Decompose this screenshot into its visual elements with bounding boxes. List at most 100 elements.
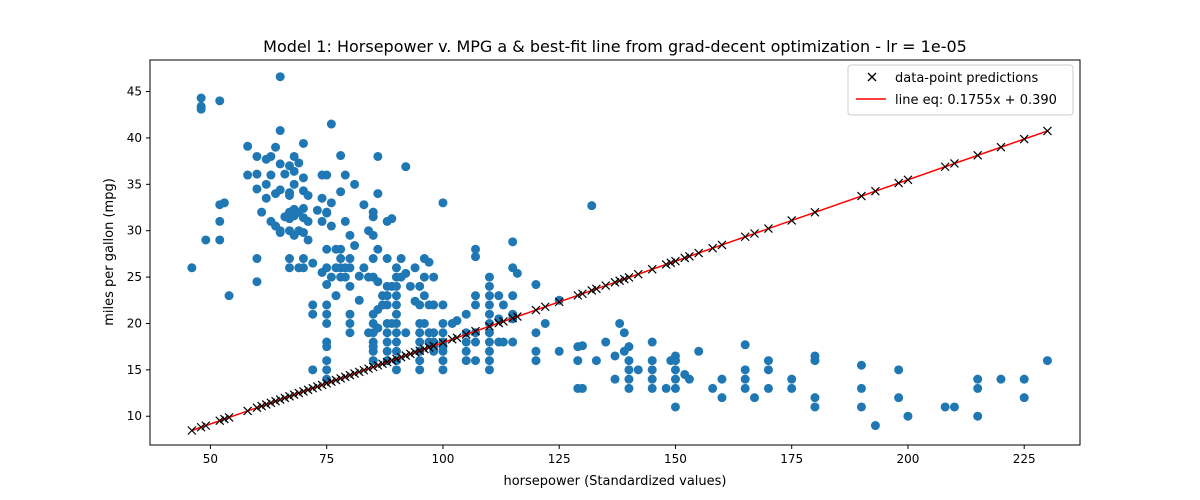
- data-point: [810, 393, 820, 403]
- data-point: [471, 244, 480, 254]
- data-point: [252, 151, 262, 161]
- prediction-marker-stroke: [438, 338, 448, 348]
- prediction-marker: [382, 357, 392, 367]
- prediction-marker: [587, 286, 597, 295]
- data-point: [275, 228, 285, 238]
- x-tick-label: 150: [664, 452, 687, 466]
- data-point: [391, 291, 401, 301]
- prediction-marker: [694, 248, 704, 258]
- data-point: [633, 365, 643, 375]
- data-point: [252, 184, 262, 194]
- prediction-marker-stroke: [345, 370, 355, 380]
- prediction-marker-stroke: [257, 401, 267, 411]
- prediction-marker: [750, 229, 759, 238]
- prediction-marker: [266, 398, 276, 408]
- data-point: [471, 300, 480, 310]
- data-point: [484, 291, 494, 301]
- data-point: [415, 328, 425, 338]
- data-point: [684, 374, 694, 384]
- data-point: [903, 411, 913, 421]
- prediction-marker-stroke: [717, 240, 727, 250]
- data-point: [531, 280, 541, 290]
- prediction-marker: [647, 264, 657, 274]
- prediction-marker-stroke: [359, 365, 369, 375]
- prediction-marker: [452, 333, 462, 343]
- prediction-marker: [508, 313, 518, 323]
- data-point: [577, 341, 587, 351]
- y-tick-label: 25: [127, 270, 142, 284]
- data-point: [1042, 356, 1052, 366]
- prediction-marker: [354, 367, 364, 377]
- prediction-marker: [740, 232, 750, 242]
- prediction-marker-stroke: [285, 391, 294, 401]
- data-point: [298, 138, 308, 148]
- data-point: [326, 198, 336, 208]
- prediction-marker-stroke: [1019, 134, 1029, 144]
- prediction-marker: [326, 377, 336, 387]
- data-point: [624, 342, 634, 352]
- prediction-marker-stroke: [410, 347, 420, 357]
- data-point: [382, 328, 392, 338]
- y-tick-label: 35: [127, 177, 142, 191]
- prediction-marker-stroke: [870, 186, 880, 196]
- prediction-marker-stroke: [591, 284, 601, 294]
- data-point: [484, 328, 494, 338]
- data-point: [484, 337, 494, 347]
- data-point: [261, 193, 271, 203]
- data-point: [298, 263, 308, 273]
- prediction-marker-stroke: [378, 359, 387, 369]
- data-point: [317, 216, 327, 226]
- data-point: [410, 263, 420, 273]
- prediction-marker-stroke: [512, 312, 522, 321]
- data-point: [298, 228, 308, 238]
- prediction-marker: [615, 276, 625, 286]
- prediction-marker: [591, 284, 601, 294]
- data-point: [810, 356, 820, 366]
- prediction-marker-stroke: [396, 352, 406, 362]
- data-point: [345, 318, 355, 328]
- data-point: [261, 179, 271, 189]
- prediction-marker: [787, 216, 797, 225]
- prediction-marker: [396, 352, 406, 362]
- prediction-marker-stroke: [294, 388, 304, 398]
- data-point: [391, 318, 401, 328]
- data-point: [424, 257, 434, 267]
- prediction-marker: [378, 359, 387, 369]
- data-point: [494, 291, 504, 301]
- prediction-marker-stroke: [326, 377, 336, 387]
- data-point: [647, 374, 657, 384]
- data-point: [438, 300, 448, 310]
- data-point: [322, 365, 332, 375]
- prediction-marker: [717, 240, 727, 250]
- data-point: [856, 360, 866, 370]
- data-point: [322, 208, 332, 218]
- data-point: [382, 291, 392, 301]
- data-point: [740, 340, 750, 350]
- prediction-marker: [498, 316, 508, 326]
- legend-box: [847, 64, 1074, 116]
- x-tick-label: 100: [431, 452, 454, 466]
- prediction-marker: [996, 142, 1006, 152]
- data-point: [280, 169, 290, 179]
- prediction-marker-stroke: [647, 264, 657, 274]
- data-point: [322, 263, 332, 273]
- data-point: [624, 383, 634, 393]
- prediction-marker: [271, 396, 280, 406]
- prediction-marker-stroke: [271, 396, 280, 406]
- legend-label-line: line eq: 0.1755x + 0.390: [895, 93, 1057, 108]
- prediction-marker-stroke: [624, 273, 634, 282]
- data-point: [708, 383, 718, 393]
- prediction-marker-stroke: [429, 341, 439, 351]
- prediction-marker-stroke: [252, 403, 262, 413]
- prediction-marker: [252, 403, 262, 413]
- data-point: [508, 337, 518, 347]
- data-point: [340, 216, 350, 226]
- data-point: [763, 365, 773, 375]
- x-tick-label: 125: [548, 452, 571, 466]
- data-point: [275, 185, 285, 195]
- prediction-marker-stroke: [671, 256, 680, 266]
- data-point: [340, 170, 350, 180]
- data-point: [322, 280, 332, 290]
- prediction-marker-stroke: [215, 416, 225, 426]
- data-point: [484, 300, 494, 310]
